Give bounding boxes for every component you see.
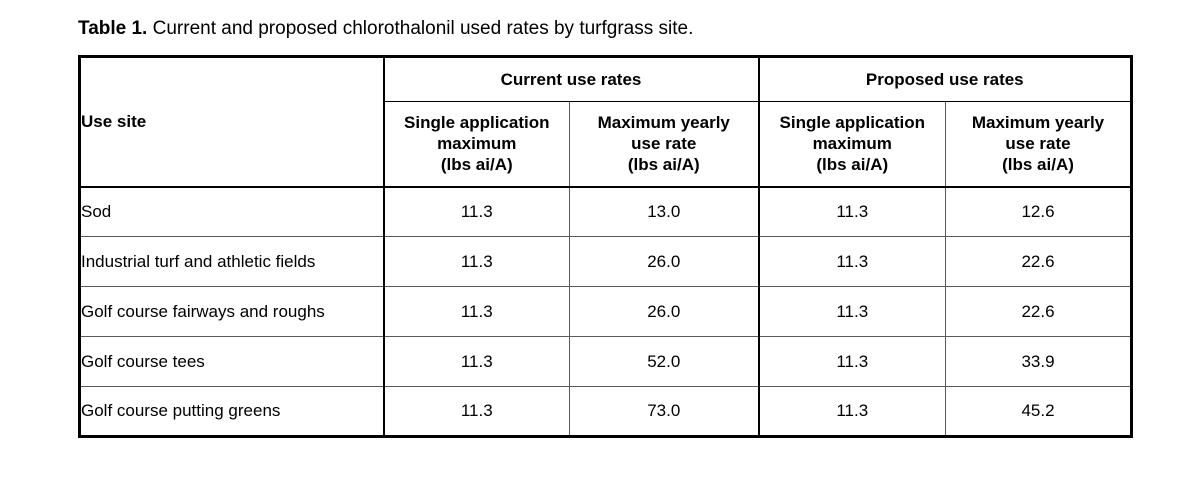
value-cell: 52.0 [569,336,760,387]
value-cell: 13.0 [569,186,760,237]
value-cell: 11.3 [383,236,570,287]
table-row-sod: Sod 11.3 13.0 11.3 12.6 [79,186,1132,237]
value-cell: 11.3 [383,386,570,437]
column-header-row: Single application maximum (lbs ai/A) Ma… [80,101,1132,188]
value-cell: 11.3 [383,336,570,387]
value-cell: 11.3 [758,336,946,387]
value-cell: 73.0 [569,386,760,437]
table-row-golf-tees: Golf course tees 11.3 52.0 11.3 33.9 [79,336,1132,387]
col-header-current-yearly-max: Maximum yearly use rate (lbs ai/A) [569,101,760,188]
table-row-industrial-turf: Industrial turf and athletic fields 11.3… [79,236,1132,287]
value-cell: 22.6 [945,286,1132,337]
use-site-header: Use site [79,56,385,188]
table-row-golf-fairways: Golf course fairways and roughs 11.3 26.… [79,286,1132,337]
rates-table: Use site Current use rates Proposed use … [78,55,1133,438]
value-cell: 11.3 [383,186,570,237]
table-caption-number: Table 1. [78,18,148,39]
site-cell: Industrial turf and athletic fields [79,236,385,287]
col-header-proposed-yearly-max: Maximum yearly use rate (lbs ai/A) [945,101,1132,188]
value-cell: 22.6 [945,236,1132,287]
col-header-current-single-max: Single application maximum (lbs ai/A) [383,101,570,188]
group-header-proposed: Proposed use rates [758,56,1132,102]
value-cell: 11.3 [383,286,570,337]
site-cell: Golf course tees [79,336,385,387]
value-cell: 11.3 [758,286,946,337]
value-cell: 33.9 [945,336,1132,387]
table-caption: Table 1. Current and proposed chlorothal… [78,18,693,41]
site-cell: Sod [79,186,385,237]
value-cell: 12.6 [945,186,1132,237]
site-cell: Golf course fairways and roughs [79,286,385,337]
value-cell: 26.0 [569,286,760,337]
group-header-row: Use site Current use rates Proposed use … [79,56,1132,188]
site-cell: Golf course putting greens [79,386,385,437]
value-cell: 45.2 [945,386,1132,437]
table-row-golf-putting-greens: Golf course putting greens 11.3 73.0 11.… [79,386,1132,437]
col-header-proposed-single-max: Single application maximum (lbs ai/A) [758,101,946,188]
value-cell: 11.3 [758,386,946,437]
value-cell: 11.3 [758,236,946,287]
value-cell: 26.0 [569,236,760,287]
table-caption-text: Current and proposed chlorothalonil used… [147,18,694,39]
group-header-current: Current use rates [383,56,760,102]
value-cell: 11.3 [758,186,946,237]
